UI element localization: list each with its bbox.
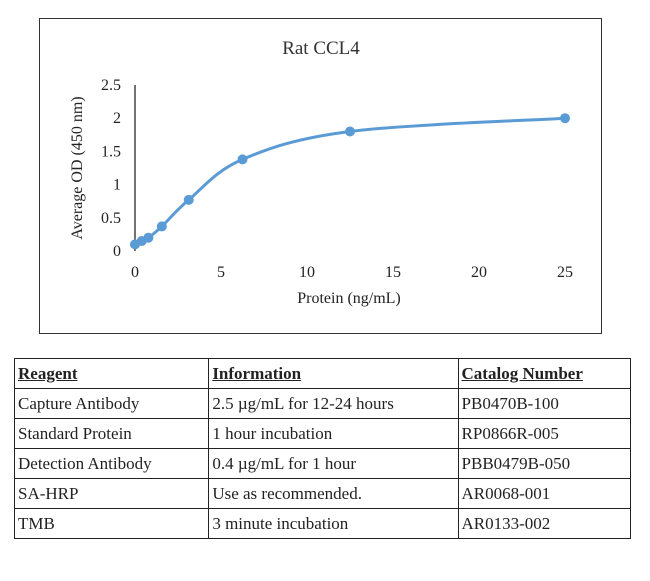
header-catalog-number: Catalog Number xyxy=(457,358,632,389)
x-tick-label: 15 xyxy=(385,264,401,281)
reagent-cell: Standard Protein xyxy=(13,418,210,449)
x-tick-label: 5 xyxy=(217,264,225,281)
catalog-cell: AR0068-001 xyxy=(457,478,632,509)
y-tick-label: 2 xyxy=(113,110,121,127)
y-tick-label: 2.5 xyxy=(101,77,121,94)
table-row: Capture Antibody 2.5 µg/mL for 12-24 hou… xyxy=(13,388,632,419)
fitted-curve xyxy=(134,116,566,246)
information-cell: 2.5 µg/mL for 12-24 hours xyxy=(208,388,459,419)
data-point xyxy=(237,154,248,165)
data-point xyxy=(156,221,167,232)
x-axis-label: Protein (ng/mL) xyxy=(297,290,401,307)
data-point xyxy=(345,126,355,137)
y-tick-label: 1.5 xyxy=(101,143,121,160)
catalog-cell: PB0470B-100 xyxy=(457,388,632,419)
catalog-cell: AR0133-002 xyxy=(457,508,632,539)
y-tick-labels: 0 0.5 1 1.5 2 2.5 xyxy=(101,77,121,260)
information-cell: 0.4 µg/mL for 1 hour xyxy=(208,448,459,479)
x-tick-label: 0 xyxy=(131,264,139,281)
reagent-cell: Detection Antibody xyxy=(13,448,210,479)
data-points xyxy=(130,113,570,250)
x-tick-labels: 0 5 10 15 20 25 xyxy=(131,264,573,281)
y-tick-label: 0.5 xyxy=(101,210,121,227)
reagent-cell: TMB xyxy=(13,508,210,539)
data-point xyxy=(143,232,154,243)
y-tick-label: 0 xyxy=(113,243,121,260)
elisa-standard-curve-chart: Rat CCL4 0 0.5 1 1.5 2 2.5 0 5 10 15 20 25 Protein… xyxy=(69,38,573,307)
data-point xyxy=(560,113,570,124)
reagent-table: Reagent Information Catalog Number Captu… xyxy=(13,358,632,539)
information-cell: 3 minute incubation xyxy=(208,508,459,539)
table-row: Standard Protein 1 hour incubation RP086… xyxy=(13,418,632,449)
data-point xyxy=(183,194,194,205)
y-tick-label: 1 xyxy=(113,177,121,194)
reagent-cell: Capture Antibody xyxy=(13,388,210,419)
information-cell: 1 hour incubation xyxy=(208,418,459,449)
catalog-cell: RP0866R-005 xyxy=(457,418,632,449)
table-row: Detection Antibody 0.4 µg/mL for 1 hour … xyxy=(13,448,632,479)
table-row: TMB 3 minute incubation AR0133-002 xyxy=(13,508,632,539)
y-axis-label: Average OD (450 nm) xyxy=(69,96,86,239)
chart-title: Rat CCL4 xyxy=(282,38,360,59)
reagent-cell: SA-HRP xyxy=(13,478,210,509)
table-header-row: Reagent Information Catalog Number xyxy=(13,358,632,389)
information-cell: Use as recommended. xyxy=(208,478,459,509)
x-tick-label: 25 xyxy=(557,264,573,281)
catalog-cell: PBB0479B-050 xyxy=(457,448,632,479)
x-tick-label: 10 xyxy=(299,264,315,281)
x-tick-label: 20 xyxy=(471,264,487,281)
chart-panel: Rat CCL4 0 0.5 1 1.5 2 2.5 0 5 10 15 20 25 Protein… xyxy=(39,18,602,334)
table-row: SA-HRP Use as recommended. AR0068-001 xyxy=(13,478,632,509)
header-information: Information xyxy=(208,358,459,389)
header-reagent: Reagent xyxy=(13,358,210,389)
